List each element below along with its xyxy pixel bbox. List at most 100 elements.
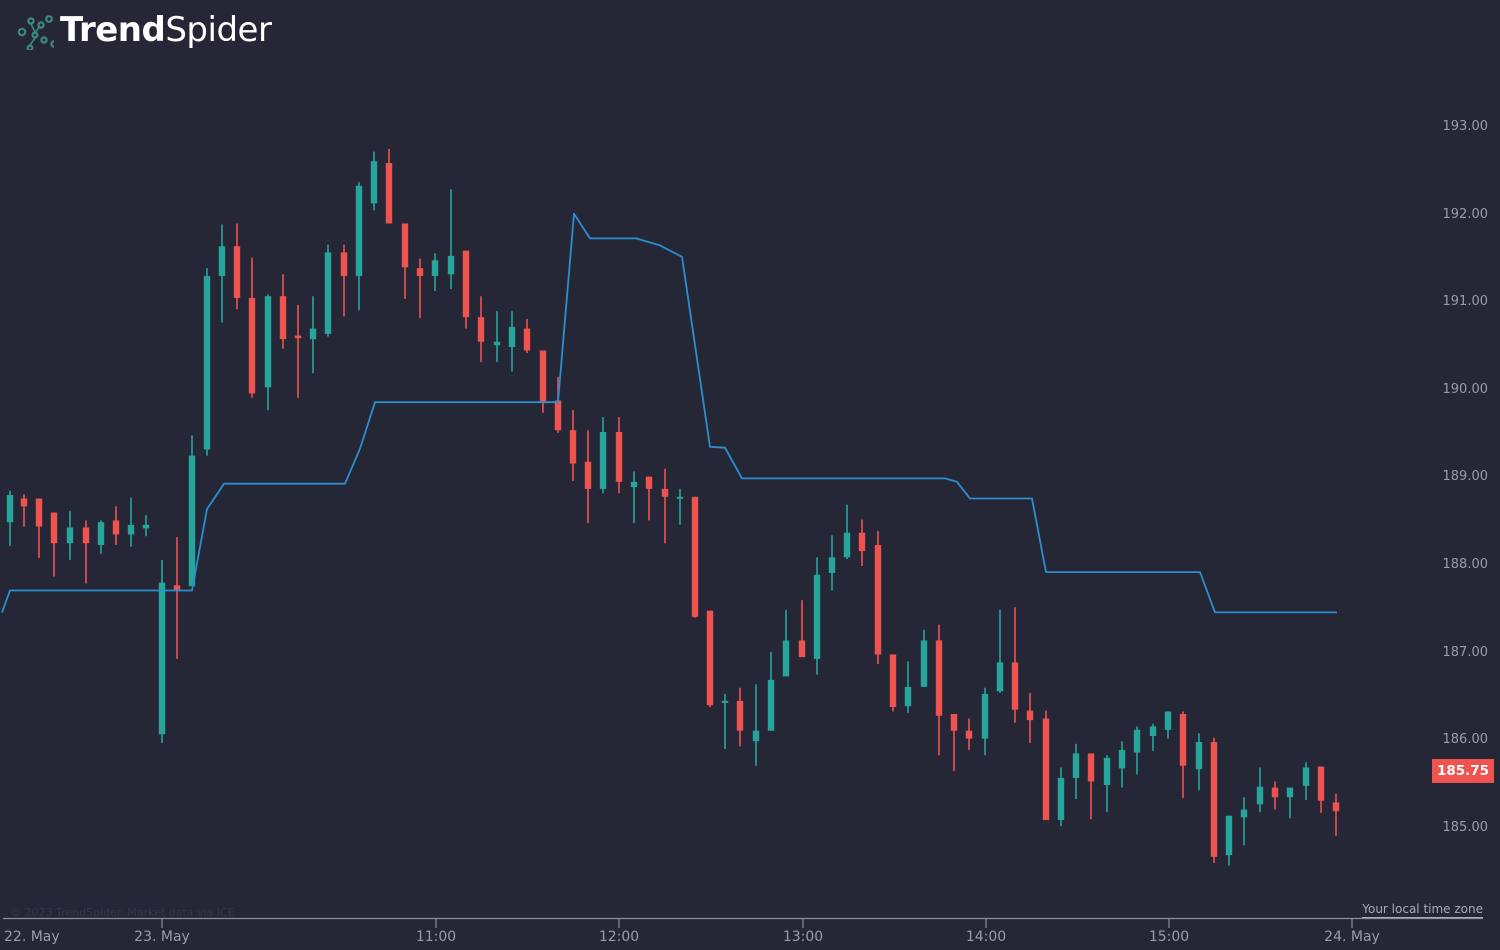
candle <box>127 497 135 547</box>
candle <box>1103 755 1111 813</box>
candle <box>661 468 669 544</box>
candle <box>1011 607 1019 723</box>
candle <box>645 476 653 521</box>
candle <box>1133 726 1141 775</box>
candle <box>1118 741 1126 788</box>
brand-name-bold: Trend <box>60 10 166 50</box>
candle <box>355 182 363 311</box>
candle <box>676 488 684 525</box>
candle <box>554 376 562 433</box>
candle <box>950 714 958 771</box>
y-tick-label: 193.00 <box>1442 119 1489 134</box>
candle <box>1256 767 1264 813</box>
x-tick-label: 23. May <box>134 929 190 945</box>
brand-name-light: Spider <box>165 10 272 50</box>
candle <box>981 687 989 756</box>
candle <box>584 430 592 524</box>
candle <box>1164 711 1172 739</box>
candle <box>996 609 1004 694</box>
candle <box>798 600 806 658</box>
y-tick-label: 185.00 <box>1442 819 1489 835</box>
brand-name: TrendSpider <box>60 8 272 52</box>
candle <box>523 318 531 354</box>
x-tick-label: 14:00 <box>965 929 1007 945</box>
x-tick-label: 11:00 <box>415 929 457 945</box>
candle <box>1057 767 1065 827</box>
candle <box>279 274 287 349</box>
candle <box>97 520 105 554</box>
candle <box>1240 797 1248 846</box>
candle <box>20 494 28 527</box>
candle <box>858 519 866 566</box>
candle <box>736 687 744 747</box>
candle <box>615 417 623 494</box>
x-tick-label: 15:00 <box>1148 929 1190 945</box>
candle <box>248 257 256 398</box>
candle <box>158 559 166 743</box>
y-tick-label: 192.00 <box>1442 206 1489 222</box>
candle <box>142 515 150 537</box>
candle <box>35 498 43 559</box>
candle <box>767 651 775 731</box>
candle <box>752 684 760 766</box>
candle <box>1317 766 1325 814</box>
candle <box>889 654 897 712</box>
x-tick-label: 12:00 <box>598 929 640 945</box>
candle <box>920 629 928 687</box>
candle <box>1179 711 1187 799</box>
candle <box>813 557 821 675</box>
x-axis <box>3 917 1483 928</box>
x-tick-label: 22. May <box>4 929 60 945</box>
candle <box>324 244 332 337</box>
candle <box>233 223 241 310</box>
candle <box>294 304 302 398</box>
y-tick-label: 186.00 <box>1442 732 1489 748</box>
candle <box>112 506 120 545</box>
candle <box>782 609 790 677</box>
candle <box>539 350 547 413</box>
y-tick-label: 190.00 <box>1442 381 1489 397</box>
candle <box>828 535 836 591</box>
candle <box>447 189 455 290</box>
candle <box>173 537 181 659</box>
x-tick-label: 24. May <box>1324 929 1380 945</box>
candles <box>6 149 1340 866</box>
data-credit: © 2023 TrendSpider. Market data via ICE <box>10 906 235 919</box>
candle <box>188 435 196 587</box>
candle <box>1026 693 1034 743</box>
timezone-link[interactable]: Your local time zone <box>1362 902 1483 918</box>
candle <box>874 530 882 665</box>
candle <box>340 244 348 317</box>
candle <box>370 151 378 211</box>
candle <box>508 311 516 372</box>
candle <box>218 224 226 323</box>
candle <box>721 693 729 750</box>
candle <box>1332 793 1340 836</box>
candle <box>66 510 74 560</box>
candle <box>309 296 317 374</box>
candle <box>1195 733 1203 791</box>
y-tick-label: 189.00 <box>1442 469 1489 485</box>
candle <box>385 149 393 224</box>
candle <box>6 490 14 546</box>
candle <box>630 471 638 524</box>
candle <box>1042 710 1050 821</box>
candle <box>1149 723 1157 751</box>
candle <box>1072 743 1080 800</box>
candle <box>1210 737 1218 863</box>
candle <box>462 250 470 329</box>
y-tick-label: 188.00 <box>1442 557 1489 572</box>
candle <box>264 294 272 411</box>
candle <box>904 661 912 714</box>
candle <box>401 223 409 299</box>
candle <box>1286 787 1294 819</box>
y-tick-label: 187.00 <box>1442 644 1489 660</box>
candle <box>1302 762 1310 800</box>
candle <box>203 268 211 456</box>
candle <box>493 311 501 362</box>
last-price-tag: 185.75 <box>1432 759 1494 783</box>
candle <box>416 258 424 319</box>
candle <box>706 610 714 708</box>
candle <box>431 253 439 291</box>
